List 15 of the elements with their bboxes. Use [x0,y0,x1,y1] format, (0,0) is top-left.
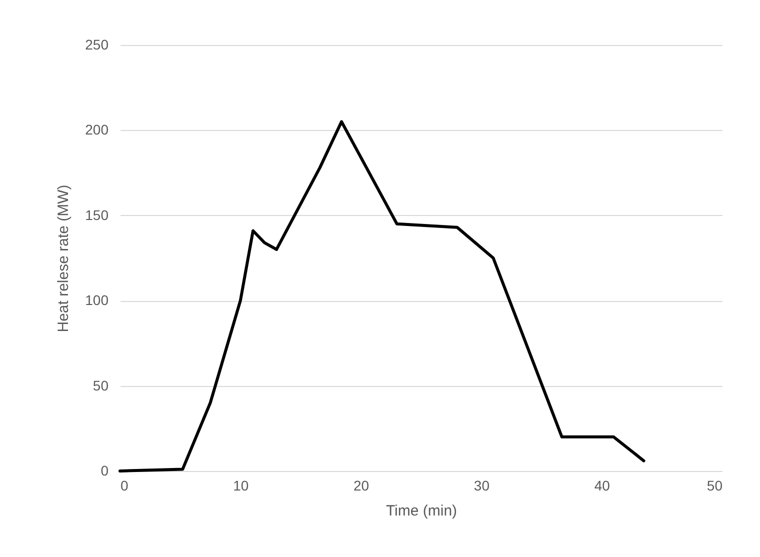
y-tick-label: 50 [92,377,109,394]
y-tick-label: 200 [85,122,109,138]
x-tick-label: 0 [120,478,128,494]
x-tick-label: 50 [706,478,723,494]
y-tick-label: 250 [85,36,109,52]
y-axis-title: Heat relese rate (MW) [55,184,72,332]
x-tick-label: 10 [233,478,249,494]
x-tick-label: 20 [354,478,370,494]
y-tick-label: 150 [85,206,109,223]
x-axis-title: Time (min) [386,502,458,520]
x-tick-label: 40 [594,478,610,494]
y-tick-label: 100 [85,292,109,308]
line-series [118,120,646,472]
y-tick-label: 0 [100,462,109,478]
x-tick-label: 30 [474,478,490,494]
